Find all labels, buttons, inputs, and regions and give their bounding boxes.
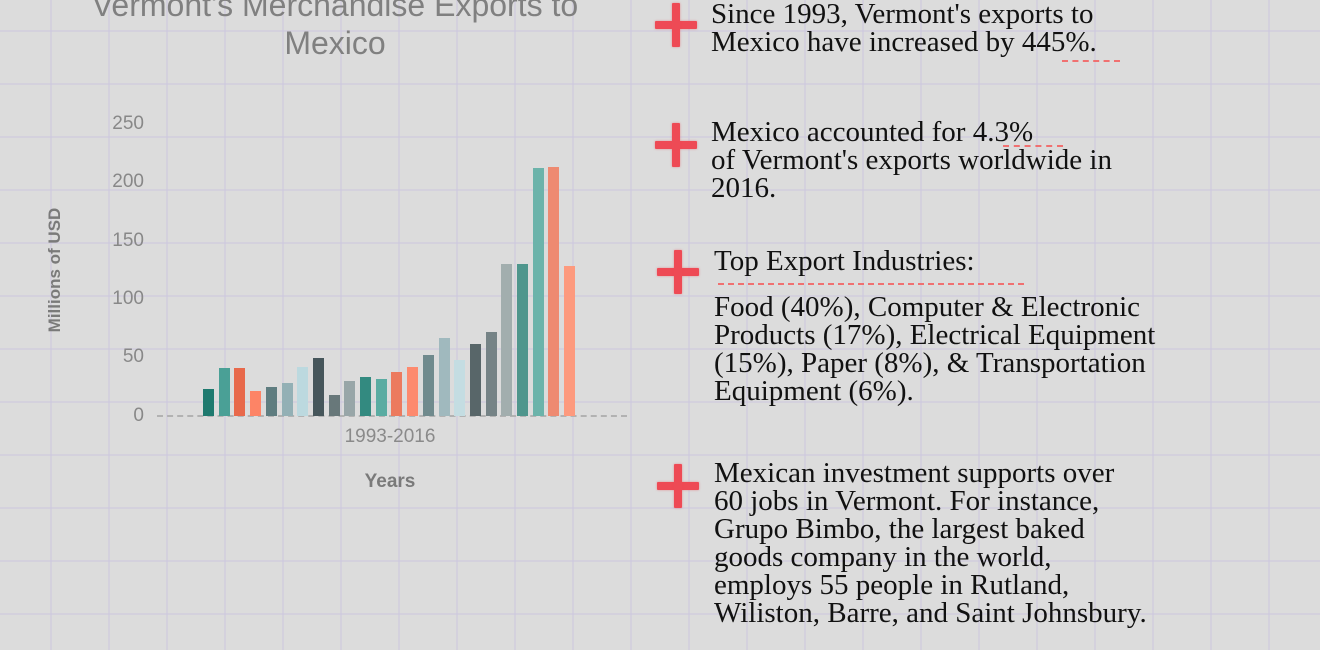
fact-line: of Vermont's exports worldwide in [711, 144, 1112, 176]
y-tick-0: 0 [133, 405, 144, 426]
bar-2000 [312, 358, 324, 416]
bar-2007 [422, 355, 434, 416]
fact-investment: Mexican investment supports over 60 jobs… [714, 457, 1147, 629]
bar-1994 [218, 368, 230, 416]
fact-line: Wiliston, Barre, and Saint Johnsbury. [714, 597, 1147, 629]
chart-title-line-1: Vermont's Merchandise Exports to [91, 0, 579, 23]
fact-line: Since 1993, Vermont's exports to [711, 0, 1094, 30]
bar-2009 [454, 360, 466, 416]
fact-line: Food (40%), Computer & Electronic [714, 291, 1141, 323]
fact-line: Grupo Bimbo, the largest baked [714, 513, 1085, 545]
bar-2005 [391, 372, 403, 416]
fact-line: Mexican investment supports over [714, 457, 1115, 489]
bar-1995 [234, 368, 246, 416]
highlight-underline [1062, 60, 1120, 62]
bar-2008 [438, 338, 450, 416]
x-axis-baseline [157, 415, 627, 417]
chart-title: Vermont's Merchandise Exports to Mexico [30, 0, 640, 62]
bar-2015 [548, 167, 560, 416]
fact-top-industries-heading: Top Export Industries: [714, 245, 975, 277]
bar-2001 [328, 395, 340, 416]
fact-line: (15%), Paper (8%), & Transportation [714, 347, 1146, 379]
y-tick-150: 150 [112, 230, 144, 251]
plus-icon [657, 250, 699, 294]
fact-line: 60 jobs in Vermont. For instance, [714, 485, 1100, 517]
bar-2002 [344, 381, 356, 416]
bar-2013 [517, 264, 528, 416]
plus-icon [657, 464, 699, 508]
fact-top-industries: Food (40%), Computer & Electronic Produc… [714, 291, 1156, 407]
fact-line: goods company in the world, [714, 541, 1052, 573]
x-tick-label: 1993-2016 [344, 426, 436, 447]
y-axis-title: Millions of USD [45, 207, 64, 333]
bar-2014 [532, 168, 544, 416]
fact-line: Mexico have increased by 445%. [711, 26, 1097, 58]
plus-icon [655, 3, 697, 47]
x-axis-title: Years [364, 471, 416, 492]
bar-1996 [250, 391, 262, 416]
y-tick-50: 50 [122, 346, 144, 367]
bar-2006 [407, 367, 419, 416]
fact-exports-growth: Since 1993, Vermont's exports to Mexico … [711, 0, 1097, 58]
bar-2011 [485, 332, 497, 416]
bar-1993 [203, 389, 214, 416]
plus-icon [655, 123, 697, 167]
heading-underline [718, 283, 1024, 285]
highlight-underline [1003, 145, 1063, 147]
bar-2016 [564, 266, 576, 416]
bar-2003 [360, 377, 371, 416]
fact-export-share: Mexico accounted for 4.3% of Vermont's e… [711, 116, 1112, 204]
fact-line: Mexico accounted for 4.3% [711, 116, 1034, 148]
bar-2004 [375, 379, 387, 416]
fact-line: employs 55 people in Rutland, [714, 569, 1070, 601]
bar-2010 [469, 344, 481, 416]
bar-1999 [297, 367, 309, 416]
bar-1997 [265, 387, 277, 416]
bar-1998 [281, 383, 293, 416]
chart-title-line-2: Mexico [284, 25, 386, 61]
bar-2012 [501, 264, 513, 416]
y-tick-250: 250 [112, 113, 144, 134]
y-tick-100: 100 [112, 288, 144, 309]
fact-line: Equipment (6%). [714, 375, 914, 407]
fact-line: 2016. [711, 172, 777, 204]
fact-line: Products (17%), Electrical Equipment [714, 319, 1156, 351]
y-tick-200: 200 [112, 171, 144, 192]
